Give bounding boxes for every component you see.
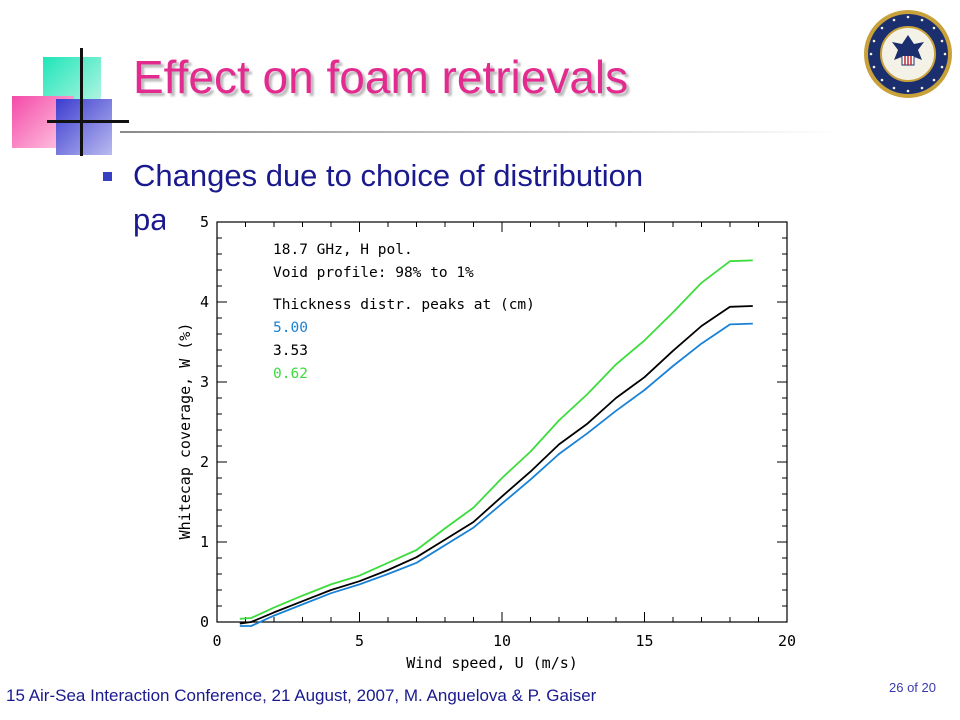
- series-line-5-00: [239, 322, 753, 627]
- y-tick-label: 5: [200, 213, 209, 231]
- footer-conference: 15 Air-Sea Interaction Conference, 21 Au…: [6, 686, 597, 705]
- series-line-0-62: [239, 259, 753, 620]
- page-number: 26 of 20: [889, 680, 936, 695]
- corner-decoration: [0, 0, 130, 160]
- y-tick-label: 4: [200, 293, 209, 311]
- y-axis-label: Whitecap coverage, W (%): [176, 323, 194, 540]
- bullet-text: Changes due to choice of distribution pa…: [133, 158, 644, 237]
- legend-entry-1: 5.00: [273, 320, 308, 336]
- whitecap-chart: 0 5 10 15 20 0 1 2 3 4 5 18.7 GHz, H pol. Void pro…: [176, 213, 796, 672]
- x-tick-label: 10: [493, 632, 511, 650]
- y-tick-label: 0: [200, 613, 209, 631]
- legend-entry-3: 0.62: [273, 366, 308, 382]
- vertical-line: [80, 48, 83, 156]
- chart-annotation-2: Void profile: 98% to 1%: [273, 265, 474, 281]
- horizontal-line: [47, 120, 129, 123]
- chart-panel: 0 5 10 15 20 0 1 2 3 4 5 18.7 GHz, H pol. Void pro…: [165, 210, 805, 680]
- x-tick-label: 15: [635, 632, 653, 650]
- slide-title: Effect on foam retrievals: [133, 51, 629, 103]
- x-axis-label: Wind speed, U (m/s): [406, 654, 578, 672]
- y-tick-label: 3: [200, 373, 209, 391]
- navy-research-laboratory-seal-icon: [864, 10, 952, 98]
- bullet-marker: [103, 172, 112, 181]
- x-tick-label: 5: [355, 632, 364, 650]
- chart-annotation-3: Thickness distr. peaks at (cm): [273, 297, 535, 313]
- x-tick-label: 20: [778, 632, 796, 650]
- y-tick-label: 1: [200, 533, 209, 551]
- title-underline: [120, 131, 840, 133]
- legend-entry-2: 3.53: [273, 343, 308, 359]
- series-line-3-53: [239, 305, 753, 625]
- y-tick-label: 2: [200, 453, 209, 471]
- blue-square: [56, 99, 112, 155]
- x-tick-label: 0: [212, 632, 221, 650]
- chart-annotation-1: 18.7 GHz, H pol.: [273, 242, 413, 258]
